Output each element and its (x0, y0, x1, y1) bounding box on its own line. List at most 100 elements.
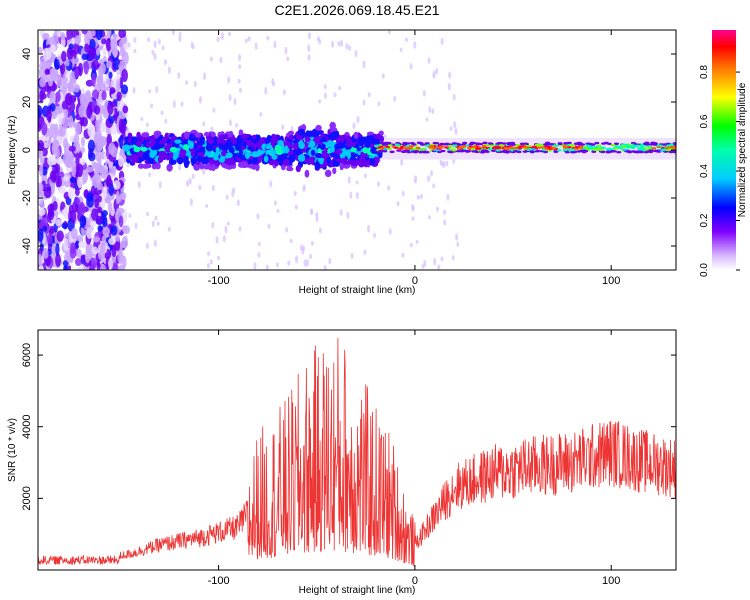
spectrogram-blob (42, 225, 48, 232)
spectrogram-band-blob (169, 146, 178, 153)
spectrogram-band-blob (330, 124, 335, 133)
spectrogram-band-blob (147, 157, 153, 165)
spectrogram-band-blob (351, 159, 360, 167)
spectrogram-band-blob (268, 160, 274, 166)
spectrogram-speckle (307, 44, 311, 53)
spectrogram-speckle (294, 204, 298, 210)
spectrogram-speckle (276, 262, 280, 268)
spectrogram-speckle (396, 201, 400, 207)
spectrogram-blob (121, 225, 128, 233)
spectrogram-line-blob (662, 143, 668, 146)
spectrogram-blob (75, 240, 80, 249)
spectrogram-band-blob (136, 140, 143, 148)
spectrogram-line-blob (588, 146, 594, 149)
spectrogram-y-tick-label: -20 (21, 190, 33, 206)
spectrogram-line-blob (663, 146, 669, 150)
spectrogram-band-blob (363, 160, 368, 168)
spectrogram-speckle (363, 173, 367, 179)
spectrogram-line-blob (635, 144, 641, 147)
snr-frame (37, 329, 677, 571)
spectrogram-band-blob (144, 149, 151, 157)
spectrogram-line-blob (463, 149, 469, 153)
spectrogram-blob (98, 249, 106, 261)
spectrogram-speckle (228, 119, 232, 127)
spectrogram-speckle (411, 203, 415, 211)
spectrogram-blob (83, 60, 89, 75)
spectrogram-speckle (239, 87, 243, 93)
spectrogram-line-blob (443, 143, 449, 146)
spectrogram-blob (108, 183, 114, 196)
spectrogram-band-blob (309, 156, 316, 162)
spectrogram-line-blob (515, 143, 521, 147)
spectrogram-blob (84, 33, 91, 44)
spectrogram-band-blob (297, 128, 306, 136)
spectrogram-band-blob (366, 131, 375, 136)
spectrogram-blob (116, 78, 121, 91)
spectrogram-band-blob (304, 132, 311, 138)
snr-series-line (38, 337, 676, 568)
spectrogram-band-blob (197, 139, 205, 146)
spectrogram-blob (55, 253, 61, 267)
spectrogram-blob (121, 235, 129, 249)
spectrogram-line-blob (668, 150, 674, 154)
spectrogram-speckle (446, 193, 450, 201)
spectrogram-speckle (439, 159, 443, 165)
spectrogram-speckle (153, 53, 157, 61)
spectrogram-blob (99, 62, 106, 75)
spectrogram-speckle (377, 101, 381, 106)
spectrogram-blob (56, 75, 63, 88)
spectrogram-blob (67, 187, 75, 199)
spectrogram-band-blob (138, 157, 144, 163)
spectrogram-speckle (186, 179, 190, 187)
spectrogram-blob (50, 67, 57, 82)
spectrogram-blob (48, 78, 54, 87)
spectrogram-band-blob (223, 133, 229, 139)
spectrogram-speckle (163, 58, 167, 66)
spectrogram-speckle (158, 181, 162, 189)
spectrogram-speckle (198, 95, 202, 104)
spectrogram-line-blob (581, 149, 587, 152)
spectrogram-blob (78, 104, 85, 118)
spectrogram-blob (110, 38, 118, 51)
chart-title: C2E1.2026.069.18.45.E21 (274, 2, 439, 18)
spectrogram-band-blob (182, 144, 190, 152)
spectrogram-line-blob (440, 145, 446, 148)
spectrogram-speckle (303, 259, 307, 267)
spectrogram-blob (38, 265, 44, 270)
spectrogram-band-blob (188, 137, 197, 142)
spectrogram-blob (49, 225, 55, 235)
spectrogram-line-blob (389, 150, 395, 154)
spectrogram-speckle (247, 35, 251, 42)
spectrogram-band-blob (131, 136, 138, 141)
spectrogram-speckle (315, 212, 319, 217)
spectrogram-band-blob (168, 152, 174, 159)
spectrogram-blob (46, 233, 53, 245)
spectrogram-speckle (238, 226, 242, 232)
spectrogram-band-blob (278, 154, 285, 162)
spectrogram-band-blob (357, 139, 365, 147)
spectrogram-line-blob (400, 150, 406, 153)
spectrogram-speckle (212, 107, 216, 113)
spectrogram-blob (59, 62, 66, 75)
spectrogram-band-blob (353, 131, 359, 140)
spectrogram-speckle (302, 186, 306, 192)
spectrogram-speckle (287, 260, 291, 266)
spectrogram-blob (38, 123, 42, 132)
spectrogram-line-blob (507, 143, 513, 146)
spectrogram-band-blob (140, 146, 148, 152)
spectrogram-blob (49, 44, 56, 53)
spectrogram-line-blob (429, 144, 435, 148)
spectrogram-blob (51, 242, 56, 256)
spectrogram-band-blob (358, 156, 366, 162)
spectrogram-speckle (415, 239, 419, 244)
spectrogram-blob (91, 246, 98, 255)
spectrogram-blob (120, 192, 127, 200)
spectrogram-band-blob (240, 160, 249, 169)
spectrogram-band-blob (227, 159, 236, 166)
spectrogram-speckle (178, 37, 182, 42)
spectrogram-line-blob (562, 148, 568, 152)
spectrogram-band-blob (134, 155, 140, 164)
spectrogram-band-blob (333, 160, 341, 167)
spectrogram-band-blob (174, 139, 182, 144)
